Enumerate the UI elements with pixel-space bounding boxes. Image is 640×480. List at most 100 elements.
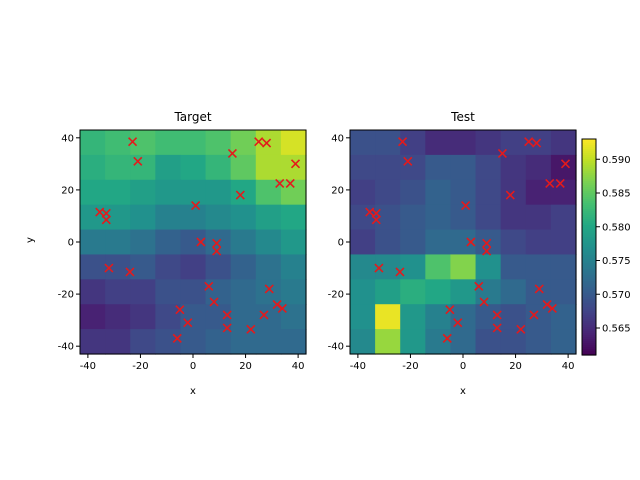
heatmap-cell <box>280 254 307 280</box>
target-y-ticks: -40 -20 0 20 40 <box>58 133 80 353</box>
data-point-marker <box>127 137 138 147</box>
colorbar-tick-label: 0.565 <box>602 324 631 335</box>
colorbar-strip <box>582 241 596 244</box>
heatmap-cell <box>155 279 182 305</box>
colorbar-strip <box>582 187 596 190</box>
data-point-marker <box>183 318 193 328</box>
data-point-marker <box>395 267 405 277</box>
x-tick-label: 0 <box>190 361 196 372</box>
data-point-marker <box>285 178 295 188</box>
heatmap-cell <box>425 204 452 231</box>
colorbar-strip <box>582 227 596 230</box>
data-point-marker <box>222 323 232 333</box>
heatmap-cell <box>550 329 577 355</box>
y-tick-label: -40 <box>328 342 344 353</box>
heatmap-cell <box>205 304 232 330</box>
target-x-ticks: -40 -20 0 20 40 <box>80 354 304 372</box>
heatmap-cell <box>525 304 552 330</box>
heatmap-cell <box>550 279 577 305</box>
colorbar-strip <box>582 167 596 170</box>
colorbar-strip <box>582 285 596 288</box>
heatmap-cell <box>350 229 376 256</box>
test-x-ticks: -40 -20 0 20 40 <box>350 354 575 372</box>
heatmap-cell <box>230 204 257 231</box>
colorbar-strip <box>582 181 596 184</box>
heatmap-cell <box>155 130 182 156</box>
heatmap-cell <box>255 304 282 330</box>
x-tick-label: 20 <box>509 361 522 372</box>
heatmap-cell <box>350 279 376 305</box>
test-panel: Test -40 -20 0 20 40 -40 -20 0 20 40 x <box>328 110 577 397</box>
x-tick-label: 20 <box>239 361 252 372</box>
test-y-ticks: -40 -20 0 20 40 <box>328 133 350 353</box>
data-point-marker <box>524 137 534 147</box>
data-point-marker <box>259 310 269 320</box>
data-point-marker <box>505 190 515 200</box>
heatmap-cell <box>230 254 257 280</box>
heatmap-cell <box>525 229 552 256</box>
heatmap-cell <box>350 179 376 206</box>
colorbar-strip <box>582 259 596 262</box>
colorbar-strip <box>582 269 596 272</box>
colorbar-strip <box>582 255 596 258</box>
y-tick-label: -20 <box>58 290 74 301</box>
heatmap-cell <box>350 154 376 181</box>
heatmap-cell <box>400 154 426 181</box>
heatmap-cell <box>130 329 156 355</box>
heatmap-cell <box>130 229 156 256</box>
colorbar-strip <box>582 189 596 192</box>
data-point-marker <box>172 333 182 343</box>
data-point-marker <box>371 208 381 218</box>
y-tick-label: 40 <box>61 133 74 144</box>
data-point-marker <box>175 305 185 315</box>
heatmap-cell <box>105 279 131 305</box>
colorbar-strip <box>582 191 596 194</box>
data-point-marker <box>397 137 408 147</box>
colorbar-strip <box>582 145 596 148</box>
data-point-marker <box>204 281 214 291</box>
colorbar-strip <box>582 265 596 268</box>
colorbar-strip <box>582 155 596 158</box>
data-point-marker <box>191 200 201 211</box>
x-tick-label: 40 <box>562 361 575 372</box>
heatmap-cell <box>155 179 182 206</box>
target-y-axis-label: y <box>25 237 36 243</box>
data-point-marker <box>235 190 245 200</box>
heatmap-cell <box>475 154 502 181</box>
colorbar-strip <box>582 333 596 336</box>
heatmap-cell <box>425 254 452 280</box>
y-tick-label: 0 <box>338 238 344 249</box>
heatmap-cell <box>255 154 282 181</box>
heatmap-cell <box>525 279 552 305</box>
heatmap-cell <box>375 154 401 181</box>
heatmap-cell <box>130 204 156 231</box>
colorbar-strip <box>582 321 596 324</box>
colorbar-strip <box>582 215 596 218</box>
y-tick-label: -20 <box>328 290 344 301</box>
data-point-marker <box>222 310 232 320</box>
colorbar-strip <box>582 225 596 228</box>
heatmap-cell <box>130 279 156 305</box>
colorbar-strip <box>582 233 596 236</box>
heatmap-cell <box>155 229 182 256</box>
data-point-marker <box>272 299 282 310</box>
heatmap-cell <box>230 279 257 305</box>
colorbar-strip <box>582 211 596 214</box>
colorbar-strip <box>582 165 596 168</box>
data-point-marker <box>516 324 526 334</box>
data-point-marker <box>227 148 237 159</box>
colorbar-strip <box>582 291 596 294</box>
heatmap-cell <box>350 204 376 231</box>
heatmap-cell <box>105 229 131 256</box>
colorbar-strip <box>582 179 596 182</box>
heatmap-cell <box>550 304 577 330</box>
heatmap-cell <box>105 329 131 355</box>
colorbar-strip <box>582 223 596 226</box>
heatmap-cell <box>500 204 527 231</box>
colorbar-strip <box>582 207 596 210</box>
data-point-marker <box>453 318 463 328</box>
heatmap-cell <box>155 154 182 181</box>
data-point-marker <box>442 333 452 343</box>
data-point-marker <box>482 246 492 256</box>
data-point-marker <box>209 297 219 307</box>
